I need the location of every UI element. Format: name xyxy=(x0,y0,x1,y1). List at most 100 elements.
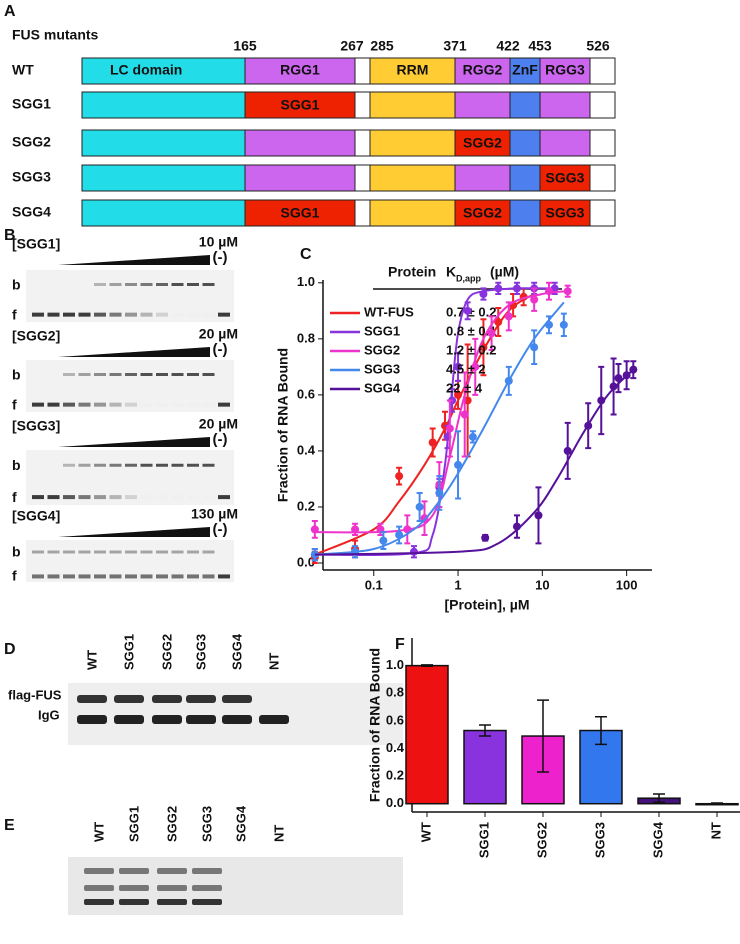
data-point xyxy=(460,410,469,419)
gel-band xyxy=(187,550,199,554)
blot-label: flag-FUS xyxy=(8,687,62,702)
x-tick-label: 10 xyxy=(535,577,549,592)
y-axis-label: Fraction of RNA Bound xyxy=(367,648,383,802)
domain-box xyxy=(81,91,246,119)
gel-band xyxy=(119,899,149,905)
domain-label: RRM xyxy=(397,62,429,78)
domain-box xyxy=(354,91,371,119)
mutant-label: SGG1 xyxy=(281,205,320,221)
gel-max-conc: 10 µM xyxy=(199,234,238,250)
data-point xyxy=(471,362,480,371)
gel-band xyxy=(171,312,184,317)
data-point xyxy=(481,533,490,542)
gel-band xyxy=(202,402,215,407)
gel-band xyxy=(114,715,144,724)
gel-band xyxy=(171,574,184,579)
panel-label: A xyxy=(4,3,16,20)
gel-band xyxy=(63,495,75,500)
data-point xyxy=(597,396,606,405)
domain-box xyxy=(369,164,456,192)
domain-box xyxy=(539,57,591,85)
lane-label: SGG1 xyxy=(126,806,141,842)
x-tick-label: 100 xyxy=(616,577,638,592)
gel-band xyxy=(140,312,153,317)
gel-band xyxy=(187,402,199,407)
gel xyxy=(68,857,403,915)
residue-number: 453 xyxy=(528,38,552,54)
domain-box xyxy=(589,199,616,227)
bar xyxy=(463,729,507,805)
gel-band xyxy=(140,550,153,554)
gel-band xyxy=(202,373,215,376)
data-point xyxy=(494,284,503,293)
data-point xyxy=(310,525,319,534)
domain-box xyxy=(354,164,371,192)
legend-kd: 0.8 ± 0.1 xyxy=(446,323,497,338)
domain-box xyxy=(454,57,511,85)
data-point xyxy=(487,329,496,338)
gel-band xyxy=(202,312,215,317)
gel-band xyxy=(202,495,215,500)
gel-band xyxy=(47,574,60,579)
domain-box xyxy=(369,91,456,119)
gel-band xyxy=(157,899,187,905)
gel-band xyxy=(84,868,114,874)
gel-band xyxy=(84,899,114,905)
data-point xyxy=(504,312,513,321)
gel-band xyxy=(202,574,215,579)
domain-label: RGG3 xyxy=(545,62,585,78)
gel-band xyxy=(109,574,122,579)
gel-band xyxy=(125,574,137,579)
data-point xyxy=(534,511,543,520)
mutant-label: SGG3 xyxy=(546,170,585,186)
gel-band xyxy=(125,283,137,286)
gel-band xyxy=(47,312,60,317)
gel-band xyxy=(119,868,149,874)
data-point xyxy=(445,424,454,433)
gel-protein: [SGG2] xyxy=(12,328,60,344)
gel-band xyxy=(94,402,106,407)
domain-label: ZnF xyxy=(512,62,538,78)
data-point xyxy=(403,525,412,534)
data-point xyxy=(479,290,488,299)
fit-curve xyxy=(314,301,565,556)
gel-band xyxy=(187,574,199,579)
gel-band xyxy=(63,402,75,407)
concentration-wedge xyxy=(58,347,210,357)
error-bar xyxy=(421,664,433,668)
data-point xyxy=(629,365,638,374)
y-tick-label: 0.2 xyxy=(386,768,404,783)
gel-band xyxy=(192,885,222,891)
data-point xyxy=(563,446,572,455)
domain-box xyxy=(589,57,616,85)
gel-band xyxy=(140,402,153,407)
gel-band xyxy=(78,373,91,376)
gel-band xyxy=(63,574,75,579)
panel-label: C xyxy=(300,246,312,263)
lane-label: WT xyxy=(91,822,106,842)
data-point xyxy=(351,525,360,534)
y-axis-label: Fraction of RNA Bound xyxy=(275,348,291,502)
legend-kd: 22 ± 4 xyxy=(446,380,483,395)
gel-band xyxy=(187,463,199,467)
legend-kd: 4.5 ± 2 xyxy=(446,361,486,376)
residue-number: 422 xyxy=(496,38,520,54)
gel-band xyxy=(186,715,216,724)
gel-free: f xyxy=(12,568,17,584)
data-point xyxy=(468,432,477,441)
gel-band xyxy=(94,463,106,467)
gel-band xyxy=(47,550,60,554)
data-point xyxy=(379,536,388,545)
row-name: SGG3 xyxy=(12,169,51,185)
data-point xyxy=(545,320,554,329)
legend-header: K xyxy=(446,264,456,280)
panel-label: E xyxy=(4,817,15,834)
domain-box xyxy=(589,164,616,192)
x-tick-label: SGG3 xyxy=(592,822,607,858)
panel-label: D xyxy=(4,641,16,658)
legend-label: SGG2 xyxy=(364,342,400,357)
gel-bound: b xyxy=(12,366,21,382)
domain-box xyxy=(539,91,591,119)
domain-box xyxy=(454,164,511,192)
data-point xyxy=(512,284,521,293)
